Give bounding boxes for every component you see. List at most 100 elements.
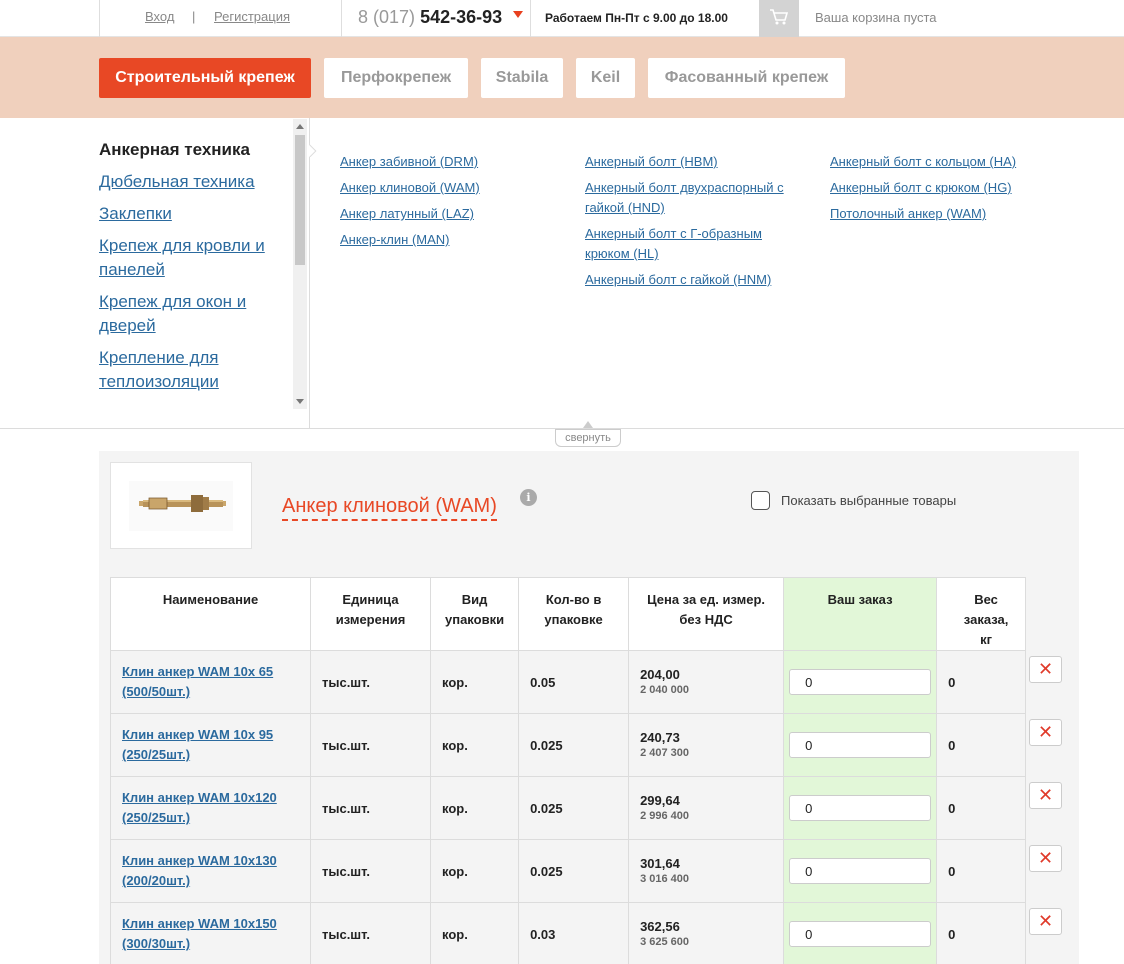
register-link[interactable]: Регистрация (214, 9, 290, 24)
cell-order (783, 776, 938, 840)
cell-pack: кор. (429, 839, 520, 903)
sidebar-item-insulation-fasteners[interactable]: Крепление для теплоизоляции (99, 348, 219, 391)
divider (99, 0, 100, 37)
category-keil[interactable]: Keil (576, 58, 635, 98)
product-title[interactable]: Анкер клиновой (WAM) (282, 494, 497, 521)
phone-main: 542-36-93 (420, 7, 503, 27)
category-stabila[interactable]: Stabila (481, 58, 563, 98)
remove-row-button[interactable]: ✕ (1029, 719, 1062, 746)
col-header-order: Ваш заказ (783, 577, 938, 651)
submenu-link[interactable]: Анкер клиновой (WAM) (340, 180, 480, 195)
product-link[interactable]: Клин анкер WAM 10x 95 (250/25шт.) (122, 727, 274, 762)
cell-order (783, 839, 938, 903)
cell-name: Клин анкер WAM 10x120 (250/25шт.) (110, 776, 311, 840)
table-row: Клин анкер WAM 10x 95 (250/25шт.) тыс.шт… (110, 713, 1027, 777)
close-icon: ✕ (1037, 911, 1054, 931)
submenu-link[interactable]: Анкерный болт с крюком (HG) (830, 180, 1012, 195)
col-header-unit: Единица измерения (310, 577, 431, 651)
category-band: Строительный крепеж Перфокрепеж Stabila … (0, 37, 1124, 118)
submenu-link[interactable]: Анкерный болт (HBM) (585, 154, 718, 169)
phone-dropdown-icon[interactable] (513, 11, 523, 18)
cell-unit: тыс.шт. (310, 776, 431, 840)
cell-unit: тыс.шт. (310, 839, 431, 903)
submenu-link[interactable]: Анкерный болт с кольцом (HA) (830, 154, 1017, 169)
cell-qty: 0.05 (518, 650, 630, 714)
sidebar: Анкерная техника Дюбельная техника Закле… (99, 138, 289, 402)
submenu-link[interactable]: Анкер забивной (DRM) (340, 154, 479, 169)
close-icon: ✕ (1037, 722, 1054, 742)
order-quantity-input[interactable] (789, 732, 932, 758)
cell-price: 362,56 3 625 600 (628, 902, 785, 964)
product-link[interactable]: Клин анкер WAM 10x120 (250/25шт.) (122, 790, 277, 825)
remove-row-button[interactable]: ✕ (1029, 908, 1062, 935)
category-packaged-fasteners[interactable]: Фасованный крепеж (648, 58, 845, 98)
login-link[interactable]: Вход (145, 9, 175, 24)
order-quantity-input[interactable] (789, 795, 932, 821)
order-quantity-input[interactable] (789, 858, 932, 884)
submenu-link[interactable]: Анкер-клин (MAN) (340, 232, 450, 247)
table-row: Клин анкер WAM 10x150 (300/30шт.) тыс.шт… (110, 902, 1027, 964)
col-header-weight: Вес заказа, кг (936, 577, 1027, 651)
cell-name: Клин анкер WAM 10x130 (200/20шт.) (110, 839, 311, 903)
price-value: 362,56 (640, 919, 680, 934)
close-icon: ✕ (1037, 785, 1054, 805)
price-old-value: 2 040 000 (640, 684, 690, 696)
submenu-link[interactable]: Анкерный болт двухраспорный с гайкой (HN… (585, 180, 784, 215)
cell-weight: 0 (936, 650, 1027, 714)
price-value: 204,00 (640, 667, 680, 682)
scroll-up-icon[interactable] (296, 124, 304, 129)
category-construction-fasteners[interactable]: Строительный крепеж (99, 58, 311, 98)
top-bar: Вход | Регистрация 8 (017) 542-36-93 Раб… (0, 0, 1124, 37)
cell-weight: 0 (936, 839, 1027, 903)
cell-qty: 0.025 (518, 713, 630, 777)
sidebar-item-anchor-technique[interactable]: Анкерная техника (99, 140, 250, 159)
sidebar-item-rivets[interactable]: Заклепки (99, 204, 172, 223)
table-header-row: Наименование Единица измерения Вид упако… (110, 577, 1027, 651)
order-quantity-input[interactable] (789, 921, 932, 947)
cell-price: 301,64 3 016 400 (628, 839, 785, 903)
submenu-column-3: Анкерный болт с кольцом (HA) Анкерный бо… (830, 152, 1060, 230)
remove-row-button[interactable]: ✕ (1029, 656, 1062, 683)
sidebar-item-roof-fasteners[interactable]: Крепеж для кровли и панелей (99, 236, 265, 279)
submenu-link[interactable]: Анкер латунный (LAZ) (340, 206, 474, 221)
product-image (110, 462, 252, 549)
col-header-price: Цена за ед. измер. без НДС (628, 577, 785, 651)
scroll-thumb[interactable] (295, 135, 305, 265)
menu-bottom-divider (0, 428, 1124, 429)
sidebar-item-window-door-fasteners[interactable]: Крепеж для окон и дверей (99, 292, 247, 335)
submenu-link[interactable]: Потолочный анкер (WAM) (830, 206, 987, 221)
cell-price: 240,73 2 407 300 (628, 713, 785, 777)
collapse-button[interactable]: свернуть (555, 429, 621, 447)
product-link[interactable]: Клин анкер WAM 10x 65 (500/50шт.) (122, 664, 274, 699)
cell-name: Клин анкер WAM 10x150 (300/30шт.) (110, 902, 311, 964)
product-link[interactable]: Клин анкер WAM 10x130 (200/20шт.) (122, 853, 277, 888)
submenu-link[interactable]: Анкерный болт с Г-образным крюком (HL) (585, 226, 762, 261)
cell-pack: кор. (429, 902, 520, 964)
cell-name: Клин анкер WAM 10x 95 (250/25шт.) (110, 713, 311, 777)
phone-number[interactable]: 8 (017) 542-36-93 (358, 7, 502, 28)
auth-separator: | (192, 9, 196, 24)
sidebar-scrollbar[interactable] (293, 119, 307, 409)
submenu-link[interactable]: Анкерный болт с гайкой (HNM) (585, 272, 772, 287)
cell-qty: 0.025 (518, 839, 630, 903)
sidebar-item-dowel-technique[interactable]: Дюбельная техника (99, 172, 255, 191)
order-quantity-input[interactable] (789, 669, 932, 695)
cell-price: 204,00 2 040 000 (628, 650, 785, 714)
remove-row-button[interactable]: ✕ (1029, 782, 1062, 809)
scroll-down-icon[interactable] (296, 399, 304, 404)
divider (341, 0, 342, 37)
show-selected-checkbox[interactable] (751, 491, 770, 510)
divider (530, 0, 531, 37)
show-selected-label[interactable]: Показать выбранные товары (781, 493, 957, 508)
cell-unit: тыс.шт. (310, 902, 431, 964)
price-old-value: 3 625 600 (640, 936, 690, 948)
cell-price: 299,64 2 996 400 (628, 776, 785, 840)
remove-row-button[interactable]: ✕ (1029, 845, 1062, 872)
product-table: Наименование Единица измерения Вид упако… (110, 577, 1027, 964)
cart-button[interactable] (759, 0, 799, 37)
info-icon[interactable]: i (520, 489, 537, 506)
close-icon: ✕ (1037, 659, 1054, 679)
category-perforated-fasteners[interactable]: Перфокрепеж (324, 58, 468, 98)
cell-order (783, 902, 938, 964)
product-link[interactable]: Клин анкер WAM 10x150 (300/30шт.) (122, 916, 277, 951)
